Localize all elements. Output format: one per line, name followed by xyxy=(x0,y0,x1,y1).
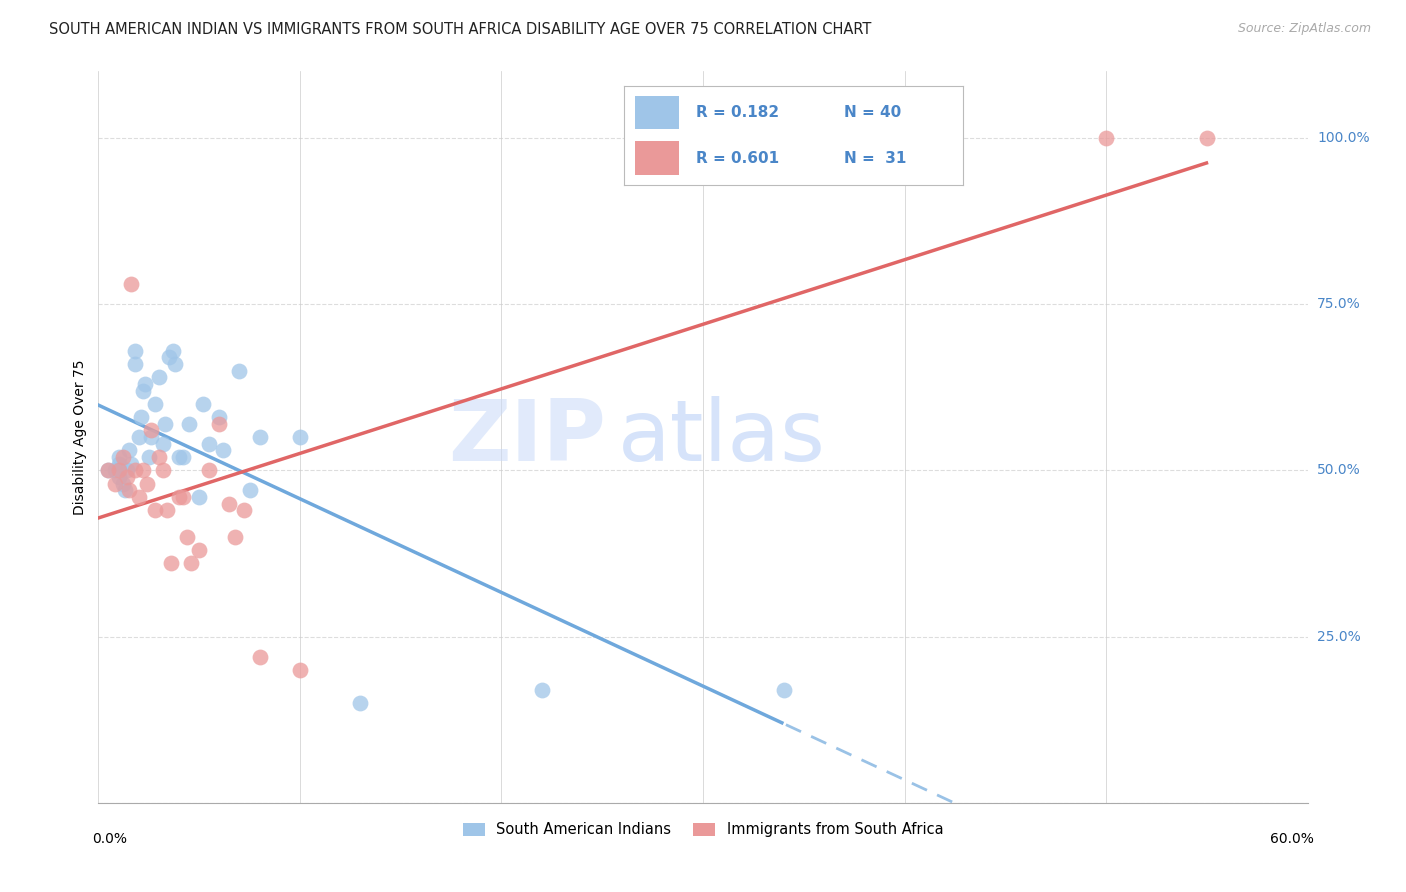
Point xyxy=(118,483,141,498)
Point xyxy=(120,457,142,471)
Point xyxy=(208,410,231,425)
Point xyxy=(138,450,160,464)
Point xyxy=(162,343,184,358)
Legend: South American Indians, Immigrants from South Africa: South American Indians, Immigrants from … xyxy=(457,816,949,843)
Text: ZIP: ZIP xyxy=(449,395,606,479)
Point xyxy=(124,357,146,371)
Point xyxy=(193,397,215,411)
Y-axis label: Disability Age Over 75: Disability Age Over 75 xyxy=(73,359,87,515)
Point xyxy=(349,696,371,710)
Text: SOUTH AMERICAN INDIAN VS IMMIGRANTS FROM SOUTH AFRICA DISABILITY AGE OVER 75 COR: SOUTH AMERICAN INDIAN VS IMMIGRANTS FROM… xyxy=(49,22,872,37)
Point xyxy=(107,470,129,484)
Point xyxy=(114,483,136,498)
Point xyxy=(249,649,271,664)
Point xyxy=(172,490,194,504)
Point xyxy=(167,450,190,464)
Text: Source: ZipAtlas.com: Source: ZipAtlas.com xyxy=(1237,22,1371,36)
Point xyxy=(198,436,221,450)
Point xyxy=(188,490,211,504)
Text: 60.0%: 60.0% xyxy=(1270,832,1313,846)
Point xyxy=(152,436,174,450)
Point xyxy=(124,343,146,358)
Text: 75.0%: 75.0% xyxy=(1317,297,1361,311)
Point xyxy=(218,497,240,511)
Point xyxy=(772,682,794,697)
Point xyxy=(143,397,166,411)
Point xyxy=(111,476,134,491)
Point xyxy=(132,463,155,477)
Point xyxy=(212,443,235,458)
Point xyxy=(156,503,179,517)
Point xyxy=(198,463,221,477)
Point xyxy=(135,476,157,491)
Point xyxy=(239,483,262,498)
Point xyxy=(115,470,138,484)
Point xyxy=(139,430,162,444)
Text: 25.0%: 25.0% xyxy=(1317,630,1361,643)
Point xyxy=(120,277,142,292)
Point xyxy=(530,682,553,697)
Point xyxy=(288,663,311,677)
Point xyxy=(103,463,125,477)
Point xyxy=(232,503,254,517)
Point xyxy=(107,450,129,464)
Point xyxy=(176,530,198,544)
Point xyxy=(228,363,250,377)
Point xyxy=(157,351,180,365)
Point xyxy=(97,463,120,477)
Point xyxy=(1195,131,1218,145)
Point xyxy=(288,430,311,444)
Point xyxy=(180,557,202,571)
Point xyxy=(208,417,231,431)
Point xyxy=(160,557,183,571)
Point xyxy=(124,463,146,477)
Point xyxy=(163,357,186,371)
Point xyxy=(132,384,155,398)
Point xyxy=(153,417,176,431)
Point xyxy=(1095,131,1118,145)
Point xyxy=(139,424,162,438)
Point xyxy=(118,443,141,458)
Point xyxy=(107,463,129,477)
Point xyxy=(128,490,150,504)
Point xyxy=(224,530,246,544)
Point xyxy=(172,450,194,464)
Point xyxy=(179,417,201,431)
Text: atlas: atlas xyxy=(619,395,827,479)
Point xyxy=(249,430,271,444)
Point xyxy=(143,503,166,517)
Point xyxy=(97,463,120,477)
Point xyxy=(128,430,150,444)
Point xyxy=(148,450,170,464)
Text: 100.0%: 100.0% xyxy=(1317,131,1369,145)
Point xyxy=(115,463,138,477)
Point xyxy=(129,410,152,425)
Point xyxy=(134,376,156,391)
Point xyxy=(103,476,125,491)
Point xyxy=(107,457,129,471)
Point xyxy=(148,370,170,384)
Text: 50.0%: 50.0% xyxy=(1317,463,1361,477)
Point xyxy=(188,543,211,558)
Text: 0.0%: 0.0% xyxy=(93,832,128,846)
Point xyxy=(111,450,134,464)
Point xyxy=(152,463,174,477)
Point xyxy=(167,490,190,504)
